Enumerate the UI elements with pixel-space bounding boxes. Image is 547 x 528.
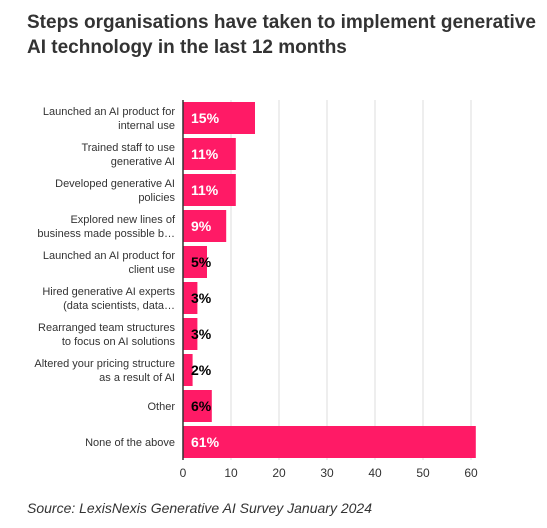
source-note: Source: LexisNexis Generative AI Survey …	[27, 500, 372, 516]
category-label: Other	[147, 401, 175, 413]
bar	[183, 354, 193, 386]
data-label: 3%	[191, 290, 212, 306]
bar	[183, 102, 255, 134]
data-label: 6%	[191, 398, 212, 414]
data-label: 61%	[191, 434, 220, 450]
bar	[183, 426, 476, 458]
x-tick-label: 20	[272, 466, 286, 480]
data-label: 11%	[191, 146, 219, 162]
bar	[183, 138, 236, 170]
category-label: Launched an AI product for internal use	[43, 106, 175, 132]
x-tick-label: 50	[416, 466, 430, 480]
data-label: 15%	[191, 110, 220, 126]
data-labels: 15% 11% 11% 9% 5% 3% 3% 2% 6% 61%	[191, 110, 220, 450]
bars	[183, 102, 476, 458]
data-label: 11%	[191, 182, 219, 198]
category-label: Explored new lines of business made possi…	[37, 214, 176, 240]
x-tick-label: 60	[464, 466, 478, 480]
data-label: 5%	[191, 254, 212, 270]
category-label: Rearranged team structures to focus on AI…	[38, 322, 175, 348]
x-axis-ticks: 0 10 20 30 40 50 60	[180, 466, 478, 480]
bar	[183, 390, 212, 422]
bar	[183, 210, 227, 242]
x-tick-label: 40	[368, 466, 382, 480]
bar	[183, 282, 198, 314]
bar-chart: Launched an AI product for internal use Tr…	[34, 100, 478, 480]
category-label: Altered your pricing structure as a resul…	[34, 358, 175, 384]
chart-title: Steps organisations have taken to implem…	[27, 12, 536, 58]
category-label: Developed generative AI policies	[55, 178, 175, 204]
x-tick-label: 0	[180, 466, 187, 480]
category-labels: Launched an AI product for internal use Tr…	[34, 106, 176, 449]
category-label: Launched an AI product for client use	[43, 250, 175, 276]
data-label: 3%	[191, 326, 212, 342]
category-label: None of the above	[85, 437, 175, 449]
bar	[183, 246, 207, 278]
data-label: 2%	[191, 362, 212, 378]
data-label: 9%	[191, 218, 212, 234]
category-label: Hired generative AI experts (data scienti…	[42, 286, 175, 312]
category-label: Trained staff to use generative AI	[81, 142, 175, 168]
gridlines	[230, 100, 472, 460]
x-tick-label: 10	[224, 466, 238, 480]
bar	[183, 174, 236, 206]
bar	[183, 318, 198, 350]
x-tick-label: 30	[320, 466, 334, 480]
